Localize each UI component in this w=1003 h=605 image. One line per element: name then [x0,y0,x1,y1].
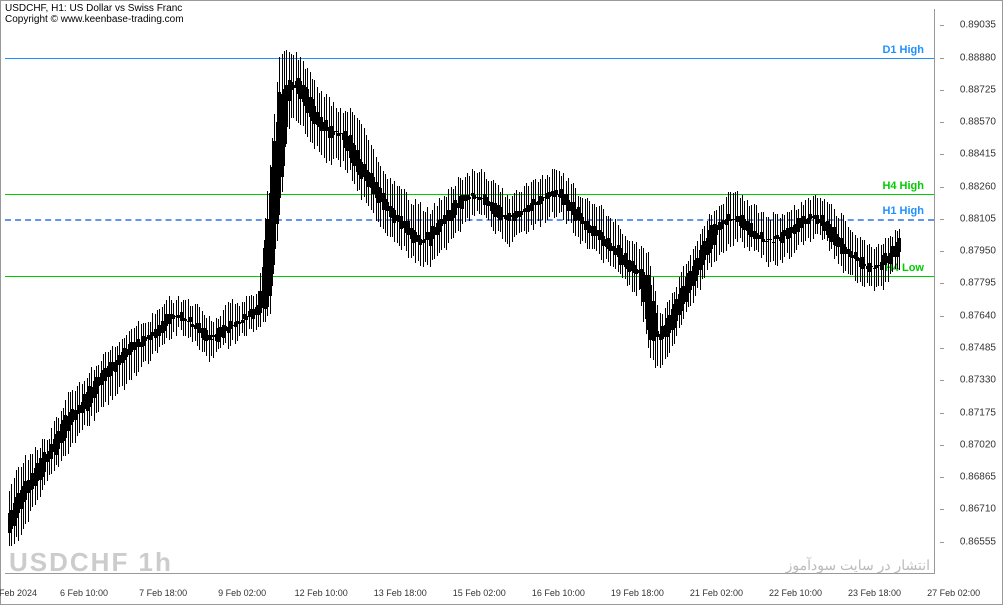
x-tick-label: 9 Feb 02:00 [218,588,266,598]
y-tick-label: 0.87330 [960,375,996,386]
y-tick-label: 0.88105 [960,213,996,224]
y-tick-label: 0.87485 [960,343,996,354]
plot-area[interactable]: D1 HighH4 HighH1 HighH4 Low [5,9,935,574]
x-tick-label: 13 Feb 18:00 [374,588,427,598]
y-tick-label: 0.88880 [960,52,996,63]
y-axis: 0.89035 0.88880 0.88725 0.88570 0.88415 0.882… [940,9,1002,574]
y-tick-label: 0.86865 [960,472,996,483]
x-tick-label: 15 Feb 02:00 [453,588,506,598]
level-label: H1 High [882,205,924,217]
x-tick-label: 12 Feb 10:00 [295,588,348,598]
y-tick-label: 0.87640 [960,310,996,321]
level-label: D1 High [882,44,924,56]
level-line [5,58,934,59]
watermark-publisher: انتشار در سایت سودآموز [786,557,930,574]
y-tick-label: 0.86555 [960,536,996,547]
x-tick-label: 23 Feb 18:00 [848,588,901,598]
y-tick-label: 0.87175 [960,407,996,418]
y-tick-label: 0.88570 [960,117,996,128]
level-label: H4 High [882,180,924,192]
x-axis: 5 Feb 20246 Feb 10:007 Feb 18:009 Feb 02… [5,580,935,604]
y-tick-label: 0.87020 [960,439,996,450]
x-tick-label: 5 Feb 2024 [0,588,37,598]
y-tick-label: 0.88725 [960,84,996,95]
x-tick-label: 27 Feb 02:00 [927,588,980,598]
y-tick-label: 0.89035 [960,20,996,31]
y-tick-label: 0.88260 [960,181,996,192]
x-tick-label: 19 Feb 18:00 [611,588,664,598]
x-tick-label: 21 Feb 02:00 [690,588,743,598]
watermark-symbol: USDCHF 1h [9,547,173,578]
y-tick-label: 0.88415 [960,149,996,160]
level-line [5,276,934,277]
x-tick-label: 16 Feb 10:00 [532,588,585,598]
x-tick-label: 6 Feb 10:00 [60,588,108,598]
x-tick-label: 22 Feb 10:00 [769,588,822,598]
chart-container: USDCHF, H1: US Dollar vs Swiss Franc Cop… [0,0,1003,605]
x-tick-label: 7 Feb 18:00 [139,588,187,598]
y-tick-label: 0.86710 [960,504,996,515]
y-tick-label: 0.87795 [960,278,996,289]
y-tick-label: 0.87950 [960,246,996,257]
